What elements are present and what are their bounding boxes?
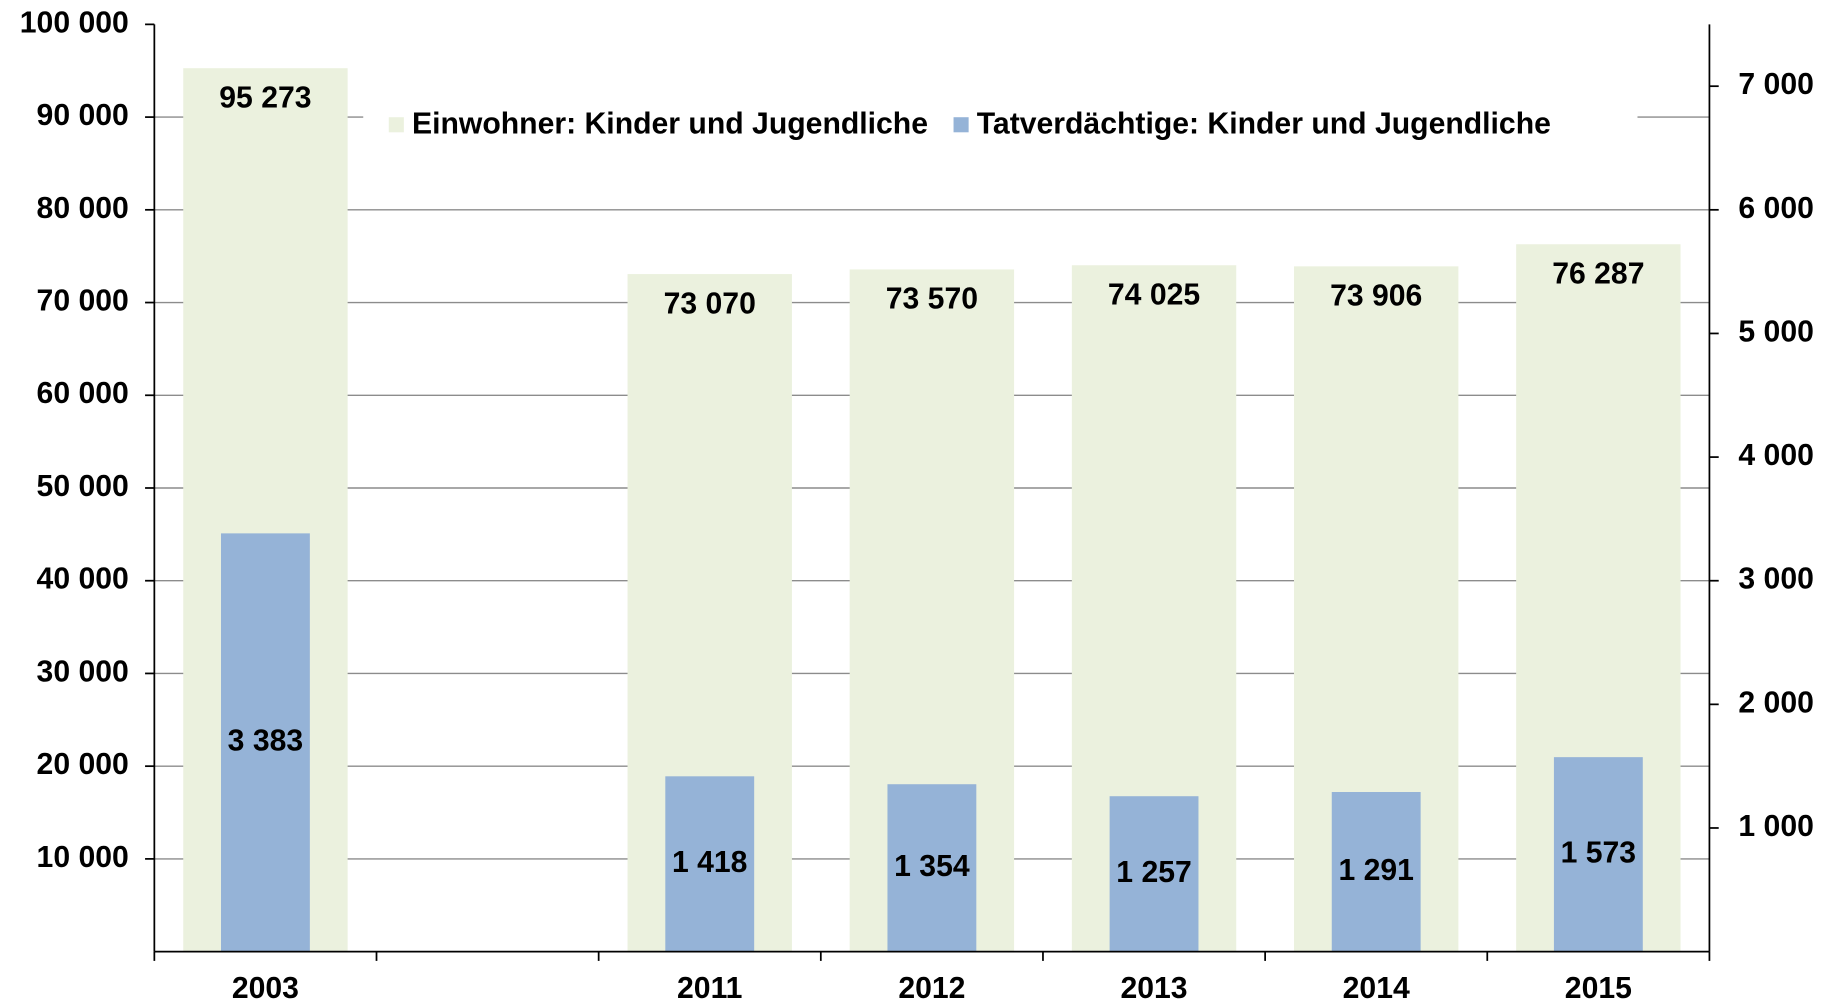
x-tick-label: 2015 (1565, 972, 1632, 1005)
y-tick-label: 90 000 (37, 99, 129, 132)
y-tick-label: 30 000 (37, 655, 129, 688)
y-tick-label: 50 000 (37, 470, 129, 503)
data-label: 73 906 (1330, 280, 1422, 313)
y-tick-label: 20 000 (37, 748, 129, 781)
x-tick-label: 2012 (898, 972, 965, 1005)
data-label: 3 383 (228, 724, 303, 757)
data-label: 1 354 (894, 850, 970, 883)
y2-tick-label: 5 000 (1738, 315, 1813, 348)
legend-label: Tatverdächtige: Kinder und Jugendliche (977, 107, 1551, 140)
y2-tick-label: 2 000 (1738, 686, 1813, 719)
y-tick-label: 40 000 (37, 563, 129, 596)
data-label: 1 418 (672, 846, 747, 879)
bar (1331, 792, 1421, 952)
legend-swatch (953, 117, 969, 133)
y-tick-label: 100 000 (20, 6, 129, 39)
bar (887, 784, 977, 952)
y-tick-label: 70 000 (37, 285, 129, 318)
legend-label: Einwohner: Kinder und Jugendliche (412, 107, 928, 140)
legend-box (363, 97, 1638, 154)
y2-tick-label: 4 000 (1738, 439, 1813, 472)
data-label: 73 070 (664, 287, 756, 320)
bar (220, 533, 310, 952)
legend-swatch (388, 117, 404, 133)
y-tick-label: 60 000 (37, 377, 129, 410)
bar (665, 776, 755, 952)
bar (1553, 757, 1643, 952)
bar (1109, 796, 1199, 952)
y-tick-label: 10 000 (37, 841, 129, 874)
y-tick-label: 80 000 (37, 192, 129, 225)
data-label: 1 573 (1561, 836, 1636, 869)
y2-tick-label: 1 000 (1738, 810, 1813, 843)
data-label: 73 570 (886, 283, 978, 316)
x-tick-label: 2011 (677, 972, 742, 1005)
y2-tick-label: 7 000 (1738, 68, 1813, 101)
x-tick-label: 2013 (1120, 972, 1187, 1005)
data-label: 1 291 (1338, 854, 1413, 887)
y2-tick-label: 3 000 (1738, 563, 1813, 596)
data-label: 76 287 (1552, 258, 1644, 291)
data-label: 95 273 (219, 82, 311, 115)
y2-tick-label: 6 000 (1738, 192, 1813, 225)
data-label: 1 257 (1116, 856, 1191, 889)
x-tick-label: 2014 (1343, 972, 1410, 1005)
x-tick-label: 2003 (232, 972, 299, 1005)
data-label: 74 025 (1108, 279, 1200, 312)
